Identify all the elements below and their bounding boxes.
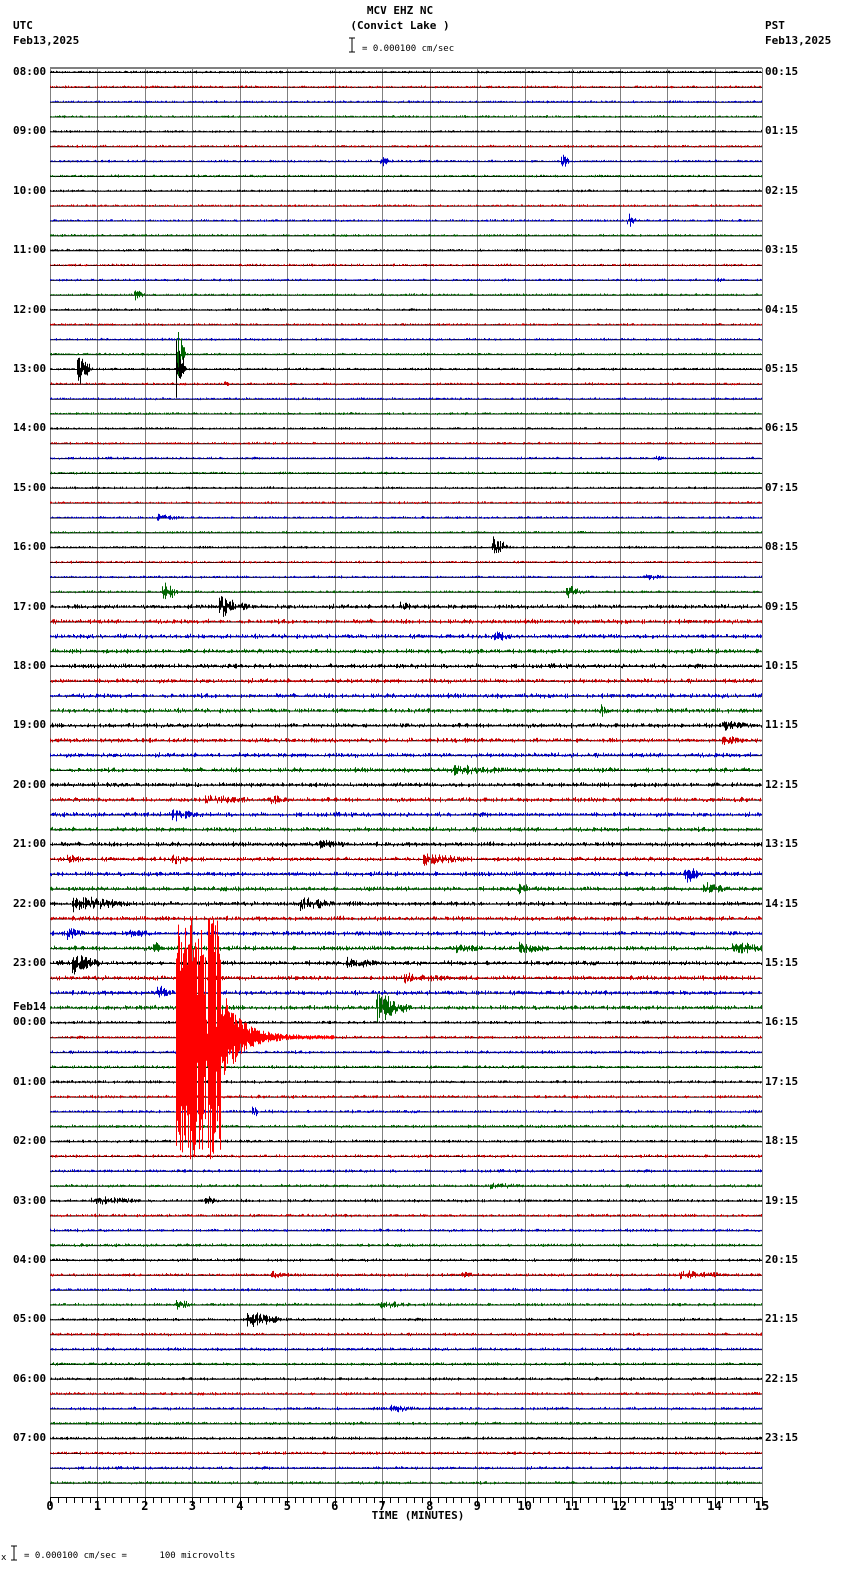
pst-hour-label: 11:15: [765, 718, 799, 732]
right-timezone-label: PST: [765, 19, 785, 32]
pst-hour-label: 13:15: [765, 837, 799, 851]
utc-hour-label: 14:00: [13, 421, 47, 435]
x-tick-label: 10: [517, 1499, 532, 1513]
left-date-label: Feb13,2025: [13, 34, 80, 47]
pst-hour-label: 08:15: [765, 540, 799, 554]
pst-hour-label: 01:15: [765, 124, 799, 138]
utc-hour-label: 13:00: [13, 362, 47, 375]
utc-hour-label: 08:00: [13, 65, 47, 78]
x-tick-label: 8: [426, 1499, 434, 1513]
pst-hour-label: 17:15: [765, 1074, 799, 1088]
scale-text: = 0.000100 cm/sec: [362, 44, 455, 54]
pst-hour-label: 16:15: [765, 1015, 799, 1029]
pst-hour-label: 02:15: [765, 183, 799, 197]
left-timezone-label: UTC: [13, 19, 33, 32]
date-change-label: Feb14: [13, 1000, 47, 1014]
x-axis-title: TIME (MINUTES): [371, 1509, 465, 1522]
utc-hour-label: 10:00: [13, 183, 47, 197]
x-tick-label: 13: [659, 1499, 675, 1513]
utc-hour-label: 17:00: [13, 599, 47, 613]
station-title: MCV EHZ NC: [366, 4, 434, 17]
scale-bar-icon: [349, 37, 355, 53]
pst-hour-label: 05:15: [765, 362, 799, 375]
utc-hour-label: 04:00: [13, 1253, 47, 1266]
utc-hour-label: 18:00: [13, 659, 47, 672]
x-tick-label: 7: [378, 1499, 386, 1513]
utc-hour-label: 15:00: [13, 480, 47, 494]
right-date-label: Feb13,2025: [765, 34, 832, 47]
pst-hour-label: 14:15: [765, 896, 799, 910]
pst-hour-label: 00:15: [765, 65, 799, 78]
pst-hour-label: 07:15: [765, 480, 799, 494]
pst-hour-label: 04:15: [765, 302, 799, 316]
x-tick-label: 0: [46, 1499, 54, 1513]
utc-hour-label: 03:00: [13, 1193, 47, 1207]
pst-hour-label: 19:15: [765, 1193, 799, 1207]
x-tick-label: 3: [188, 1499, 196, 1513]
pst-hour-label: 06:15: [765, 421, 799, 435]
utc-hour-label: 06:00: [13, 1371, 47, 1385]
pst-hour-label: 22:15: [765, 1371, 799, 1385]
utc-hour-label: 19:00: [13, 718, 47, 732]
pst-hour-label: 10:15: [765, 659, 799, 672]
pst-hour-label: 03:15: [765, 243, 799, 257]
x-tick-label: 12: [612, 1499, 627, 1513]
pst-hour-label: 15:15: [765, 956, 799, 969]
x-tick-label: 15: [754, 1499, 770, 1513]
utc-hour-label: 16:00: [13, 540, 47, 554]
utc-hour-label: 02:00: [13, 1134, 47, 1148]
x-tick-label: 11: [564, 1499, 580, 1513]
x-tick-label: 6: [331, 1499, 339, 1513]
utc-hour-label: 22:00: [13, 896, 47, 910]
utc-hour-label: 01:00: [13, 1074, 47, 1088]
station-location: (Convict Lake ): [350, 19, 450, 32]
x-tick-label: 9: [473, 1499, 481, 1513]
utc-hour-label: 11:00: [13, 243, 47, 257]
footer-scale-bar-icon: [11, 1545, 17, 1561]
pst-hour-label: 09:15: [765, 599, 799, 613]
utc-hour-label: 21:00: [13, 837, 47, 851]
pst-hour-label: 12:15: [765, 777, 799, 791]
pst-hour-label: 21:15: [765, 1312, 799, 1326]
utc-hour-label: 07:00: [13, 1431, 47, 1445]
x-tick-label: 14: [707, 1499, 722, 1513]
x-tick-label: 2: [141, 1499, 149, 1513]
pst-hour-label: 20:15: [765, 1253, 799, 1266]
footer-scale-text: = 0.000100 cm/sec = 100 microvolts: [24, 1551, 236, 1561]
x-tick-label: 5: [283, 1499, 291, 1513]
utc-hour-label: 00:00: [13, 1015, 47, 1029]
pst-hour-label: 23:15: [765, 1431, 799, 1445]
utc-hour-label: 23:00: [13, 956, 47, 969]
utc-hour-label: 20:00: [13, 777, 47, 791]
utc-hour-label: 09:00: [13, 124, 47, 138]
x-tick-label: 1: [93, 1499, 102, 1513]
x-tick-label: 4: [236, 1499, 244, 1513]
utc-hour-label: 05:00: [13, 1312, 47, 1326]
footer-scale-prefix: x: [1, 1553, 7, 1563]
pst-hour-label: 18:15: [765, 1134, 799, 1148]
utc-hour-label: 12:00: [13, 302, 47, 316]
